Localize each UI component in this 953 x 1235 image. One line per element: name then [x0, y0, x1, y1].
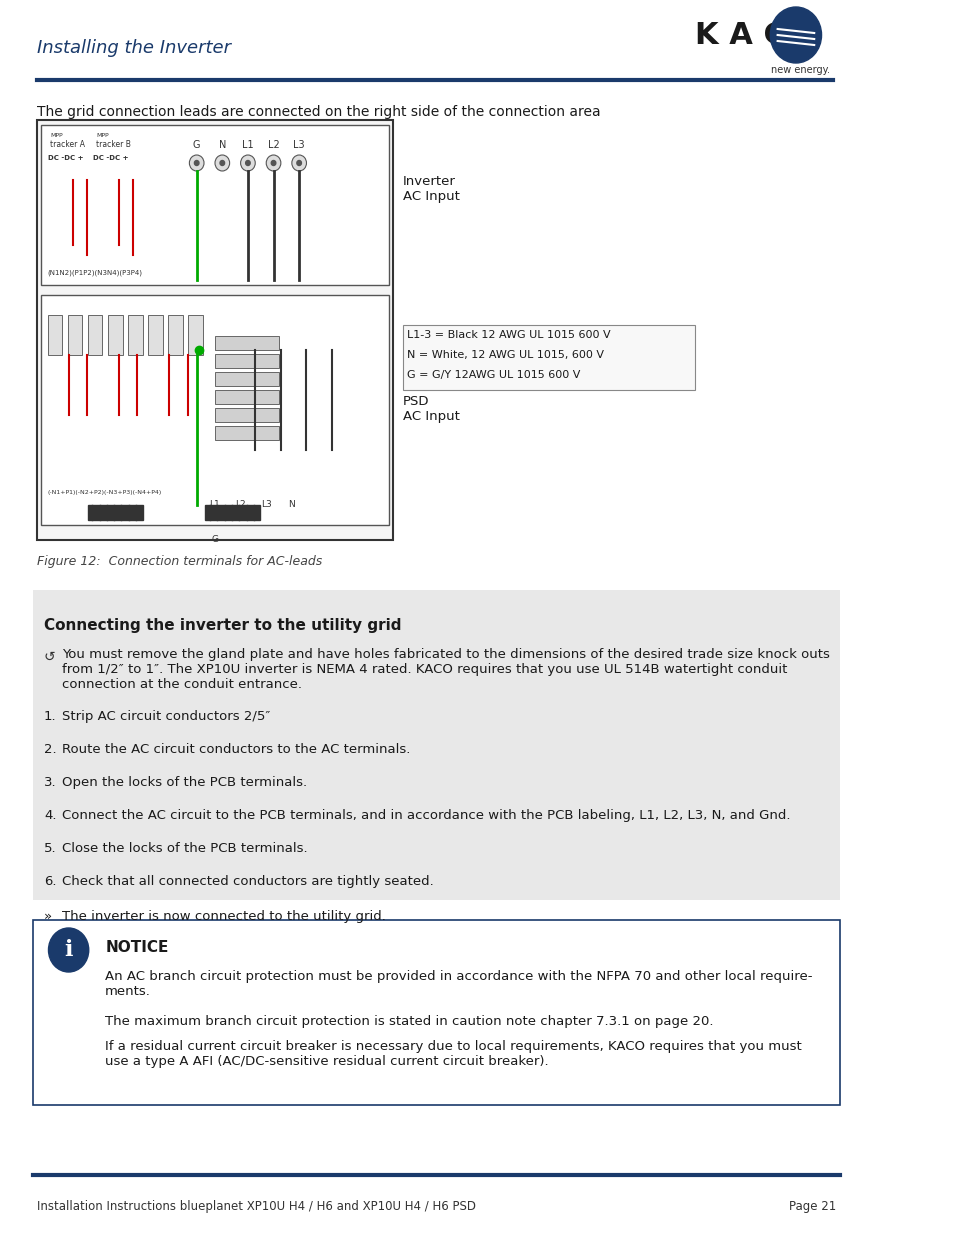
- Text: L3: L3: [260, 500, 272, 509]
- Text: The maximum branch circuit protection is stated in caution note chapter 7.3.1 on: The maximum branch circuit protection is…: [105, 1015, 713, 1028]
- Circle shape: [214, 156, 230, 170]
- FancyBboxPatch shape: [128, 315, 143, 354]
- Text: L1: L1: [210, 500, 220, 509]
- FancyBboxPatch shape: [214, 372, 278, 387]
- FancyBboxPatch shape: [148, 315, 163, 354]
- FancyBboxPatch shape: [36, 120, 393, 540]
- Text: 1.: 1.: [44, 710, 56, 722]
- Text: N: N: [218, 140, 226, 149]
- Text: L1: L1: [242, 140, 253, 149]
- Text: Installation Instructions blueplanet XP10U H4 / H6 and XP10U H4 / H6 PSD: Installation Instructions blueplanet XP1…: [36, 1200, 476, 1213]
- Text: 3.: 3.: [44, 776, 56, 789]
- Circle shape: [190, 156, 204, 170]
- Text: 4.: 4.: [44, 809, 56, 823]
- Text: Strip AC circuit conductors 2/5″: Strip AC circuit conductors 2/5″: [62, 710, 271, 722]
- FancyBboxPatch shape: [205, 505, 260, 520]
- Text: MPP: MPP: [51, 133, 63, 138]
- Text: L3: L3: [293, 140, 305, 149]
- Circle shape: [240, 156, 255, 170]
- Circle shape: [220, 161, 224, 165]
- Text: Installing the Inverter: Installing the Inverter: [36, 40, 231, 57]
- Text: (-N1+P1)(-N2+P2)(-N3+P3)(-N4+P4): (-N1+P1)(-N2+P2)(-N3+P3)(-N4+P4): [48, 490, 162, 495]
- Text: Route the AC circuit conductors to the AC terminals.: Route the AC circuit conductors to the A…: [62, 743, 410, 756]
- FancyBboxPatch shape: [214, 426, 278, 440]
- Text: G: G: [193, 140, 200, 149]
- Text: i: i: [65, 939, 72, 961]
- Text: PSD
AC Input: PSD AC Input: [402, 395, 459, 424]
- Circle shape: [266, 156, 280, 170]
- Text: L2: L2: [235, 500, 246, 509]
- FancyBboxPatch shape: [33, 590, 839, 900]
- Circle shape: [245, 161, 250, 165]
- Text: tracker B: tracker B: [96, 140, 131, 149]
- Circle shape: [194, 161, 199, 165]
- Text: N: N: [288, 500, 294, 509]
- FancyBboxPatch shape: [68, 315, 82, 354]
- Text: You must remove the gland plate and have holes fabricated to the dimensions of t: You must remove the gland plate and have…: [62, 648, 829, 692]
- Text: If a residual current circuit breaker is necessary due to local requirements, KA: If a residual current circuit breaker is…: [105, 1040, 801, 1068]
- Text: new energy.: new energy.: [770, 65, 829, 75]
- Text: 2.: 2.: [44, 743, 56, 756]
- FancyBboxPatch shape: [33, 920, 839, 1105]
- FancyBboxPatch shape: [214, 336, 278, 350]
- FancyBboxPatch shape: [168, 315, 183, 354]
- Text: ↺: ↺: [44, 650, 55, 664]
- FancyBboxPatch shape: [48, 315, 62, 354]
- FancyBboxPatch shape: [41, 125, 389, 285]
- FancyBboxPatch shape: [214, 390, 278, 404]
- Text: Page 21: Page 21: [788, 1200, 835, 1213]
- Text: 6.: 6.: [44, 876, 56, 888]
- Text: An AC branch circuit protection must be provided in accordance with the NFPA 70 : An AC branch circuit protection must be …: [105, 969, 812, 998]
- Text: Close the locks of the PCB terminals.: Close the locks of the PCB terminals.: [62, 842, 308, 855]
- Text: K A C O: K A C O: [695, 21, 821, 49]
- FancyBboxPatch shape: [88, 315, 102, 354]
- Text: L1-3 = Black 12 AWG UL 1015 600 V: L1-3 = Black 12 AWG UL 1015 600 V: [407, 330, 610, 340]
- FancyBboxPatch shape: [41, 295, 389, 525]
- FancyBboxPatch shape: [214, 354, 278, 368]
- Circle shape: [296, 161, 301, 165]
- Text: tracker A: tracker A: [51, 140, 85, 149]
- Text: NOTICE: NOTICE: [105, 940, 169, 955]
- Text: (N1N2)(P1P2)(N3N4)(P3P4): (N1N2)(P1P2)(N3N4)(P3P4): [48, 270, 142, 277]
- Text: G = G/Y 12AWG UL 1015 600 V: G = G/Y 12AWG UL 1015 600 V: [407, 370, 579, 380]
- Text: 5.: 5.: [44, 842, 56, 855]
- Text: DC -DC +: DC -DC +: [93, 156, 129, 161]
- Circle shape: [769, 7, 821, 63]
- FancyBboxPatch shape: [189, 315, 203, 354]
- Text: Open the locks of the PCB terminals.: Open the locks of the PCB terminals.: [62, 776, 307, 789]
- Text: Connecting the inverter to the utility grid: Connecting the inverter to the utility g…: [44, 618, 401, 634]
- Text: Check that all connected conductors are tightly seated.: Check that all connected conductors are …: [62, 876, 434, 888]
- Text: MPP: MPP: [96, 133, 109, 138]
- Text: N = White, 12 AWG UL 1015, 600 V: N = White, 12 AWG UL 1015, 600 V: [407, 350, 603, 359]
- Text: The inverter is now connected to the utility grid.: The inverter is now connected to the uti…: [62, 910, 386, 923]
- Circle shape: [49, 927, 89, 972]
- FancyBboxPatch shape: [88, 505, 142, 520]
- FancyBboxPatch shape: [108, 315, 123, 354]
- Circle shape: [292, 156, 306, 170]
- FancyBboxPatch shape: [214, 408, 278, 422]
- FancyBboxPatch shape: [402, 325, 695, 390]
- Text: DC -DC +: DC -DC +: [48, 156, 83, 161]
- Text: L2: L2: [268, 140, 279, 149]
- Text: The grid connection leads are connected on the right side of the connection area: The grid connection leads are connected …: [36, 105, 599, 119]
- Text: »: »: [44, 910, 52, 923]
- Circle shape: [271, 161, 275, 165]
- Text: G: G: [212, 535, 218, 543]
- Text: Figure 12:  Connection terminals for AC-leads: Figure 12: Connection terminals for AC-l…: [36, 555, 321, 568]
- Text: Inverter
AC Input: Inverter AC Input: [402, 175, 459, 203]
- Text: Connect the AC circuit to the PCB terminals, and in accordance with the PCB labe: Connect the AC circuit to the PCB termin…: [62, 809, 790, 823]
